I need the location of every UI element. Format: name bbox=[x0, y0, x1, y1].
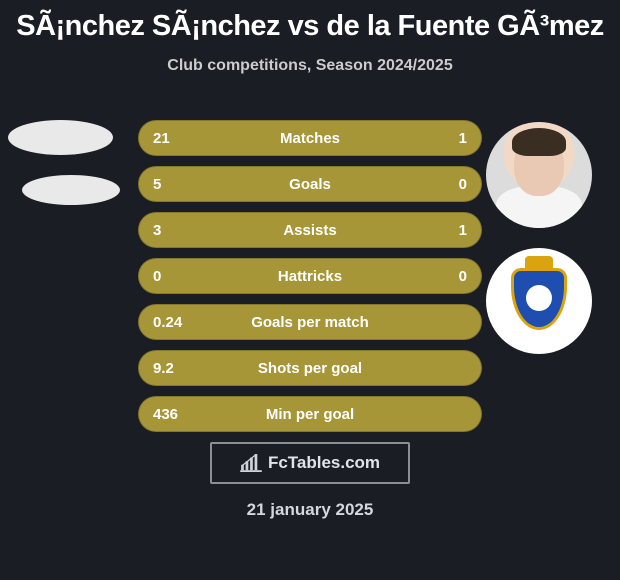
stat-label: Goals bbox=[139, 176, 481, 193]
stat-left-value: 0.24 bbox=[153, 314, 182, 331]
stat-label: Goals per match bbox=[139, 314, 481, 331]
watermark: FcTables.com bbox=[210, 442, 410, 484]
watermark-text: FcTables.com bbox=[268, 453, 380, 473]
stat-left-value: 21 bbox=[153, 130, 170, 147]
date-text: 21 january 2025 bbox=[0, 500, 620, 520]
stat-left-value: 9.2 bbox=[153, 360, 174, 377]
stat-row: 9.2 Shots per goal bbox=[138, 350, 482, 386]
stat-label: Matches bbox=[139, 130, 481, 147]
page-subtitle: Club competitions, Season 2024/2025 bbox=[0, 57, 620, 75]
player-left-avatar-placeholder-1 bbox=[8, 120, 113, 155]
player-right-avatar bbox=[486, 122, 592, 228]
stat-row: 21 Matches 1 bbox=[138, 120, 482, 156]
bar-chart-icon bbox=[240, 454, 262, 472]
stats-list: 21 Matches 1 5 Goals 0 3 Assists 1 0 Hat… bbox=[138, 120, 482, 442]
stat-label: Shots per goal bbox=[139, 360, 481, 377]
club-right-badge bbox=[486, 248, 592, 354]
stat-row: 0.24 Goals per match bbox=[138, 304, 482, 340]
stat-right-value: 1 bbox=[459, 222, 467, 239]
stat-left-value: 0 bbox=[153, 268, 161, 285]
player-left-avatar-placeholder-2 bbox=[22, 175, 120, 205]
stat-row: 3 Assists 1 bbox=[138, 212, 482, 248]
club-shield-icon bbox=[511, 268, 567, 334]
club-shield-body bbox=[511, 268, 567, 330]
stat-row: 5 Goals 0 bbox=[138, 166, 482, 202]
page-title: SÃ¡nchez SÃ¡nchez vs de la Fuente GÃ³mez bbox=[0, 0, 620, 43]
stat-left-value: 3 bbox=[153, 222, 161, 239]
stat-left-value: 436 bbox=[153, 406, 178, 423]
avatar-hair bbox=[512, 128, 566, 156]
stat-left-value: 5 bbox=[153, 176, 161, 193]
stat-right-value: 1 bbox=[459, 130, 467, 147]
club-crown-icon bbox=[525, 256, 553, 268]
stat-right-value: 0 bbox=[459, 268, 467, 285]
stat-row: 436 Min per goal bbox=[138, 396, 482, 432]
stat-label: Assists bbox=[139, 222, 481, 239]
stat-right-value: 0 bbox=[459, 176, 467, 193]
club-shield-inner bbox=[526, 285, 552, 311]
stat-label: Min per goal bbox=[139, 406, 481, 423]
stat-row: 0 Hattricks 0 bbox=[138, 258, 482, 294]
stat-label: Hattricks bbox=[139, 268, 481, 285]
